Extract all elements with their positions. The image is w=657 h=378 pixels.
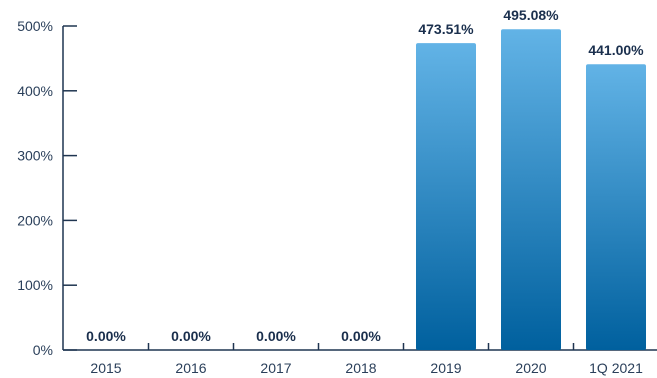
y-tick-label: 500% — [17, 18, 53, 34]
x-tick-label: 2016 — [175, 360, 206, 376]
y-tick-label: 0% — [33, 342, 53, 358]
data-labels: 0.00% 0.00% 0.00% 0.00% 473.51% 495.08% 441.00… — [86, 7, 644, 344]
bar-value-label: 495.08% — [503, 7, 559, 23]
y-tick-label: 300% — [17, 148, 53, 164]
bar-value-label: 0.00% — [256, 328, 296, 344]
x-tick-label: 2019 — [430, 360, 461, 376]
x-tick-label: 2020 — [515, 360, 546, 376]
bar-value-label: 0.00% — [171, 328, 211, 344]
bar — [501, 29, 561, 350]
bar-value-label: 473.51% — [418, 21, 474, 37]
bar — [586, 64, 646, 351]
bar-value-label: 0.00% — [341, 328, 381, 344]
x-tick-label: 2015 — [90, 360, 121, 376]
y-axis: 0% 100% 200% 300% 400% 500% — [17, 18, 77, 358]
bar — [416, 43, 476, 350]
y-tick-label: 200% — [17, 212, 53, 228]
bar-value-label: 441.00% — [588, 42, 644, 58]
x-tick-label: 1Q 2021 — [589, 360, 643, 376]
x-axis: 2015 2016 2017 2018 2019 2020 1Q 2021 — [63, 343, 657, 376]
x-tick-label: 2018 — [345, 360, 376, 376]
x-tick-label: 2017 — [260, 360, 291, 376]
bars — [416, 29, 646, 351]
y-tick-label: 400% — [17, 83, 53, 99]
y-tick-label: 100% — [17, 277, 53, 293]
bar-value-label: 0.00% — [86, 328, 126, 344]
